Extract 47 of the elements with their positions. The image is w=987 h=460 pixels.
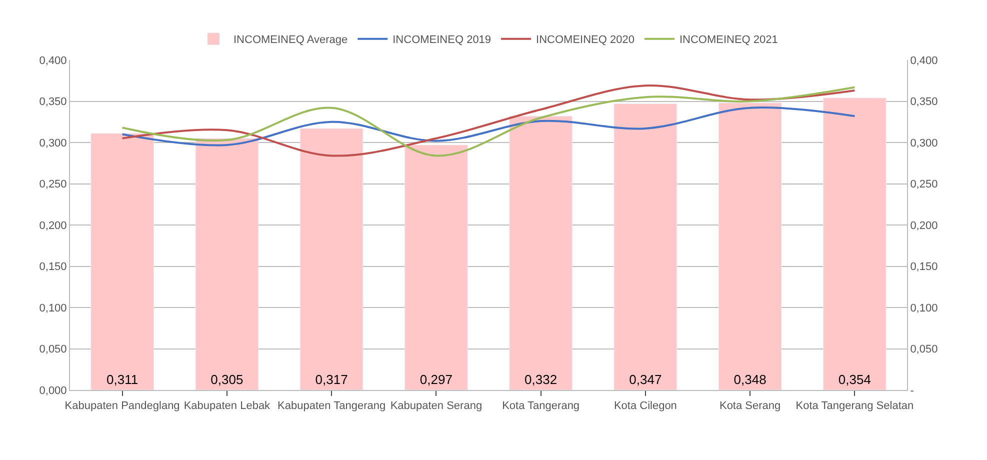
data-label: 0,297 — [420, 372, 452, 387]
bar — [300, 128, 364, 390]
y2-tick-label: 0,100 — [910, 302, 938, 314]
data-label: 0,305 — [210, 372, 244, 387]
x-tick-label: Kota Cilegon — [614, 400, 677, 412]
bar — [509, 116, 572, 390]
y-tick-label: 0,200 — [39, 220, 67, 232]
data-label: 0,317 — [315, 372, 348, 387]
y2-tick-label: 0,250 — [910, 178, 938, 191]
bar — [90, 133, 154, 390]
y-tick-label: 0,100 — [39, 302, 67, 314]
y2-tick-label: 0,400 — [910, 54, 938, 67]
legend-label: INCOMEINEQ 2020 — [536, 34, 634, 46]
x-tick-label: Kabupaten Pandeglang — [64, 400, 180, 412]
y-tick-label: 0,050 — [39, 344, 67, 356]
y2-tick-label: 0,200 — [910, 220, 938, 232]
y2-tick-label: - — [910, 384, 914, 397]
x-tick-label: Kabupaten Tangerang — [278, 400, 386, 412]
x-tick-label: Kota Tangerang — [502, 400, 580, 412]
bar — [614, 103, 678, 390]
data-label: 0,347 — [629, 372, 662, 387]
line-series — [121, 106, 856, 146]
y2-tick-label: 0,150 — [910, 261, 938, 274]
bar — [404, 144, 468, 390]
data-label: 0,332 — [524, 372, 558, 387]
y2-tick-label: 0,350 — [910, 96, 938, 108]
y-tick-label: 0,000 — [39, 384, 67, 397]
x-tick-label: Kabupaten Lebak — [184, 400, 271, 412]
data-label: 0,354 — [838, 372, 871, 387]
y2-tick-label: 0,300 — [910, 137, 938, 150]
bar — [195, 138, 259, 390]
x-tick-label: Kabupaten Serang — [390, 400, 482, 412]
bar — [823, 98, 886, 390]
y-tick-label: 0,150 — [39, 261, 67, 274]
legend-label: INCOMEINEQ 2019 — [392, 34, 492, 46]
y-tick-label: 0,300 — [39, 137, 67, 150]
y-tick-label: 0,350 — [39, 96, 67, 108]
data-label: 0,348 — [734, 372, 766, 387]
legend-label: INCOMEINEQ Average — [234, 34, 348, 46]
y-tick-label: 0,400 — [39, 54, 67, 67]
x-tick-label: Kota Tangerang Selatan — [796, 400, 914, 412]
x-tick-label: Kota Serang — [719, 400, 781, 412]
y2-tick-label: 0,050 — [910, 344, 938, 356]
legend-label: INCOMEINEQ 2021 — [679, 34, 778, 46]
y-tick-label: 0,250 — [39, 178, 67, 191]
data-label: 0,311 — [106, 372, 138, 387]
bar — [718, 102, 782, 390]
